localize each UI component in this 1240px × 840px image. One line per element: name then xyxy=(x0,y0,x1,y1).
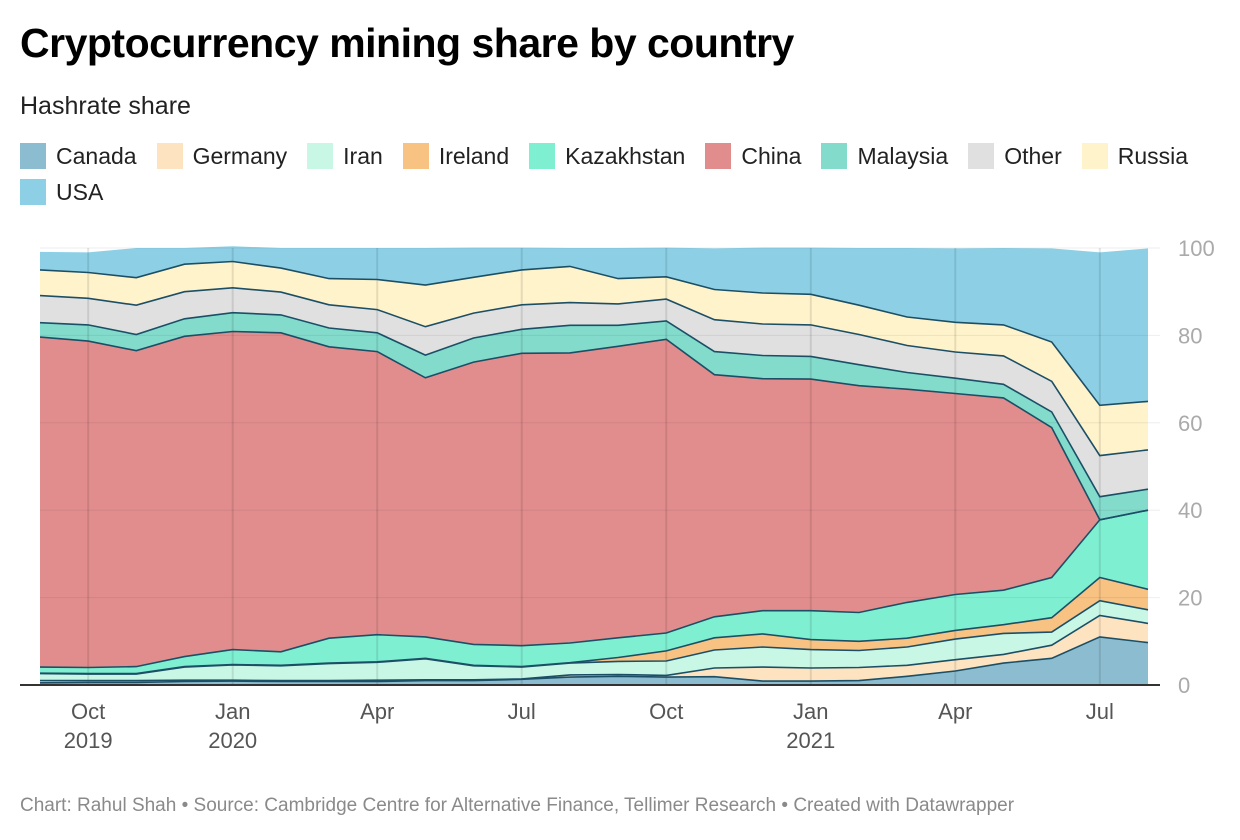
x-tick-label: Apr xyxy=(938,699,972,724)
legend-swatch xyxy=(705,143,732,169)
x-tick-year-label: 2019 xyxy=(64,728,113,753)
x-tick-label: Jul xyxy=(508,699,536,724)
legend-label: Russia xyxy=(1117,142,1189,169)
chart-subtitle: Hashrate share xyxy=(20,92,191,120)
legend-label: Kazakhstan xyxy=(565,142,686,169)
boundary-line-china xyxy=(39,330,1149,521)
legend-label: Malaysia xyxy=(857,142,949,169)
boundary-line-canada xyxy=(39,636,1149,684)
legend-item-china: China xyxy=(705,142,801,170)
chart-title: Cryptocurrency mining share by country xyxy=(20,20,794,66)
area-kazakhstan xyxy=(40,510,1148,674)
y-tick-label: 60 xyxy=(1178,411,1202,436)
boundary-line-ireland xyxy=(39,576,1149,675)
legend-label: Other xyxy=(1004,142,1062,169)
legend-item-malaysia: Malaysia xyxy=(821,142,948,170)
boundary-line-kazakhstan xyxy=(39,509,1149,669)
legend-label: Canada xyxy=(56,142,137,169)
legend-label: China xyxy=(741,142,802,169)
legend-swatch xyxy=(821,143,848,169)
x-tick-year-label: 2021 xyxy=(786,728,835,753)
legend-swatch xyxy=(20,143,46,169)
legend-item-ireland: Ireland xyxy=(402,142,510,170)
area-china xyxy=(40,331,1148,668)
legend-label: Iran xyxy=(343,142,383,169)
area-iran xyxy=(40,600,1148,681)
legend-item-canada: Canada xyxy=(20,142,137,170)
legend-item-iran: Iran xyxy=(307,142,383,170)
legend-item-germany: Germany xyxy=(156,142,288,170)
legend-swatch xyxy=(402,143,429,169)
legend-item-other: Other xyxy=(968,142,1062,170)
legend-item-kazakhstan: Kazakhstan xyxy=(529,142,685,170)
legend-swatch xyxy=(20,179,46,205)
legend-item-usa: USA xyxy=(20,178,103,206)
area-malaysia xyxy=(40,312,1148,520)
boundary-line-malaysia xyxy=(39,311,1149,498)
legend-item-russia: Russia xyxy=(1081,142,1189,170)
legend-label: Germany xyxy=(192,142,288,169)
area-russia xyxy=(40,261,1148,456)
x-tick-label: Oct xyxy=(71,699,105,724)
boundary-line-other xyxy=(39,286,1149,457)
area-other xyxy=(40,287,1148,497)
area-canada xyxy=(40,636,1148,685)
x-tick-year-label: 2020 xyxy=(208,728,257,753)
legend-label: Ireland xyxy=(438,142,510,169)
y-tick-label: 0 xyxy=(1178,673,1190,698)
x-tick-label: Oct xyxy=(649,699,683,724)
legend-swatch xyxy=(307,143,334,169)
chart-footer: Chart: Rahul Shah • Source: Cambridge Ce… xyxy=(20,795,1015,816)
legend-label: USA xyxy=(56,178,104,205)
x-tick-label: Jan xyxy=(215,699,250,724)
y-tick-label: 40 xyxy=(1178,498,1202,523)
legend-swatch xyxy=(156,143,183,169)
legend-swatch xyxy=(529,143,556,169)
y-tick-label: 100 xyxy=(1178,236,1215,261)
x-tick-label: Jul xyxy=(1086,699,1114,724)
legend-swatch xyxy=(1081,143,1108,169)
y-tick-label: 80 xyxy=(1178,323,1202,348)
x-tick-label: Apr xyxy=(360,699,394,724)
legend-swatch xyxy=(968,143,995,169)
area-usa xyxy=(40,246,1148,406)
x-tick-label: Jan xyxy=(793,699,828,724)
y-tick-label: 20 xyxy=(1178,586,1202,611)
boundary-line-russia xyxy=(39,260,1149,407)
boundary-line-germany xyxy=(40,614,1149,682)
legend: Canada Germany Iran Ireland Kazakhstan China M… xyxy=(20,142,1220,206)
